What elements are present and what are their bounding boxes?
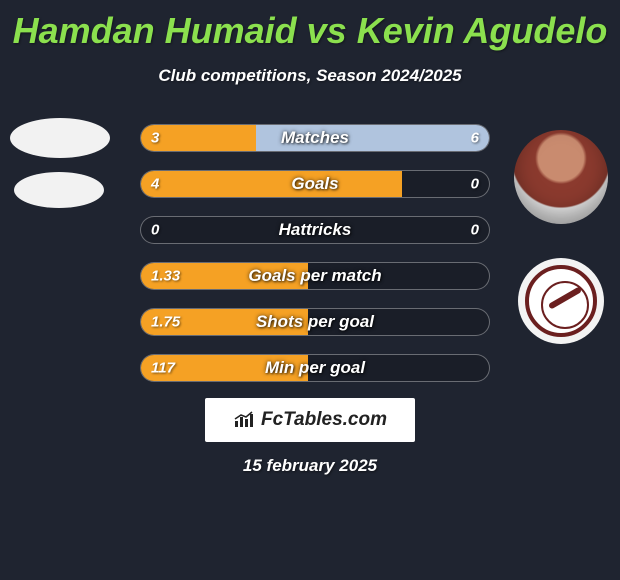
stat-label: Min per goal xyxy=(265,358,365,378)
stat-value-right: 0 xyxy=(471,222,479,239)
player-right-avatar xyxy=(514,130,608,224)
stat-row: 4 0 Goals xyxy=(140,170,490,198)
stat-value-left: 3 xyxy=(151,130,159,147)
date-stamp: 15 february 2025 xyxy=(243,456,377,476)
chart-icon xyxy=(233,411,255,429)
stat-value-right: 6 xyxy=(471,130,479,147)
stat-row: 3 6 Matches xyxy=(140,124,490,152)
stat-row: 1.33 Goals per match xyxy=(140,262,490,290)
stat-bars: 3 6 Matches 4 0 Goals 0 0 Hattricks 1.33 Goals per… xyxy=(140,124,490,400)
stat-label: Goals xyxy=(291,174,338,194)
stat-row: 117 Min per goal xyxy=(140,354,490,382)
comparison-subtitle: Club competitions, Season 2024/2025 xyxy=(0,66,620,86)
stat-value-left: 1.33 xyxy=(151,268,180,285)
fctables-badge: FcTables.com xyxy=(205,398,415,442)
player-left-avatar-placeholder-1 xyxy=(10,118,110,158)
stat-value-left: 117 xyxy=(151,360,175,377)
branding-text: FcTables.com xyxy=(261,409,387,431)
stat-value-left: 0 xyxy=(151,222,159,239)
stat-row: 1.75 Shots per goal xyxy=(140,308,490,336)
stat-label: Goals per match xyxy=(248,266,381,286)
stat-bar-left-fill xyxy=(141,171,402,197)
club-badge-icon xyxy=(525,265,597,337)
stat-label: Shots per goal xyxy=(256,312,374,332)
stat-value-left: 1.75 xyxy=(151,314,180,331)
stat-label: Matches xyxy=(281,128,349,148)
stat-value-left: 4 xyxy=(151,176,159,193)
stat-label: Hattricks xyxy=(279,220,352,240)
stat-row: 0 0 Hattricks xyxy=(140,216,490,244)
player-right-club-badge xyxy=(518,258,604,344)
comparison-title: Hamdan Humaid vs Kevin Agudelo xyxy=(0,0,620,52)
player-left-avatar-placeholder-2 xyxy=(14,172,104,208)
stat-value-right: 0 xyxy=(471,176,479,193)
